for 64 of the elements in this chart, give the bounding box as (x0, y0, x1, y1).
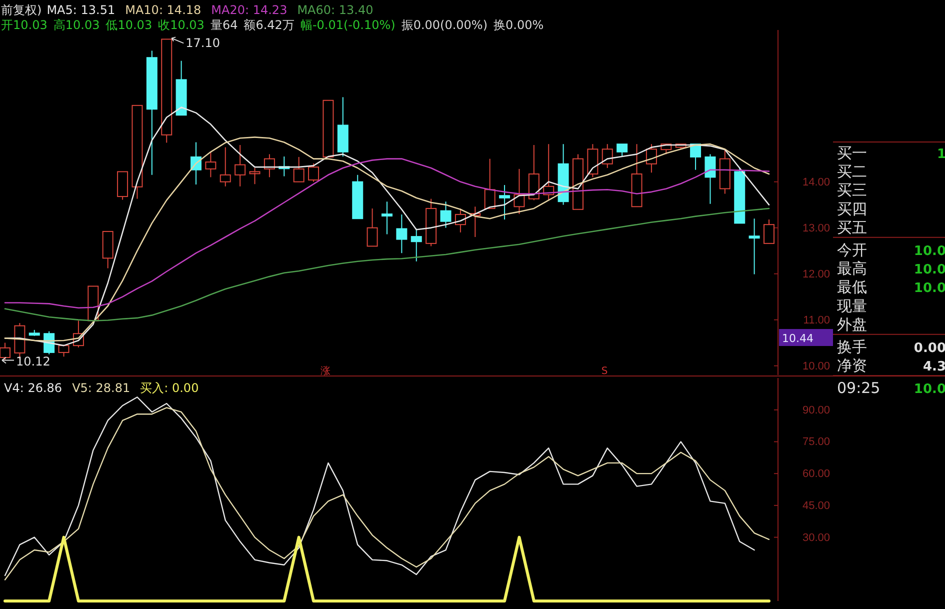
y-tick-label: 13.00 (802, 222, 830, 234)
y-tick-label: 90.00 (802, 404, 830, 416)
candlestick (558, 144, 569, 206)
category-label: 最高 (837, 260, 867, 278)
annotation: 收10.03 (158, 18, 204, 32)
category-label: 换手 (837, 338, 867, 356)
annotation: 额6.42万 (244, 18, 294, 32)
annotation: 高10.03 (53, 18, 100, 32)
candlestick (234, 144, 246, 187)
annotation: 10.12 (16, 354, 50, 368)
text: 4.3 (922, 360, 945, 375)
text: MA60: 13.40 (297, 3, 374, 17)
candlestick (704, 154, 716, 204)
category-label: 最低 (837, 278, 867, 296)
annotation: 低10.03 (106, 18, 152, 32)
y-tick-label: 14.00 (802, 176, 830, 188)
y-tick-label: 11.00 (803, 314, 830, 326)
text: V4: 26.86 (4, 381, 62, 395)
text: 10.44 (782, 332, 814, 345)
y-tick-label: 45.00 (802, 500, 830, 512)
annotation: S (601, 366, 608, 377)
annotation: 开10.03 (1, 18, 48, 32)
annotation: 17.10 (186, 36, 220, 50)
category-label: 买二 (837, 162, 867, 181)
candlestick (264, 154, 275, 178)
candlestick (382, 201, 392, 235)
candlestick (748, 218, 760, 275)
text: 0.00 (914, 341, 945, 356)
text: 10.0 (914, 382, 945, 398)
candlestick (499, 184, 510, 220)
category-label: 现量 (837, 296, 867, 315)
candlestick (470, 206, 481, 238)
text: 10.0 (914, 262, 945, 278)
annotation: 换0.00% (494, 18, 544, 32)
category-label: 买四 (837, 200, 867, 218)
y-tick-label: 30.00 (802, 532, 830, 544)
category-label: 09:25 (837, 379, 880, 398)
annotation: 幅-0.01(-0.10%) (300, 18, 396, 32)
candlestick (396, 214, 408, 254)
text: MA20: 14.23 (211, 3, 288, 17)
category-label: 外盘 (837, 315, 867, 334)
candlestick (205, 151, 216, 178)
category-label: 买三 (837, 181, 867, 200)
candlestick (146, 50, 158, 176)
y-tick-label: 75.00 (802, 436, 830, 448)
text: 10.0 (914, 281, 945, 296)
y-tick-label: 12.00 (802, 268, 830, 280)
annotation: 涨 (320, 365, 330, 377)
series-label: V5: 28.81 (72, 381, 130, 395)
category-label: 买五 (837, 218, 867, 236)
chart-title: 前复权) (1, 3, 42, 17)
text: MA10: 14.18 (125, 3, 202, 17)
category-label: 净资 (837, 356, 867, 375)
text: 10.0 (914, 244, 945, 259)
y-tick-label: 10.00 (802, 360, 830, 372)
line-series (4, 208, 770, 322)
text: MA5: 13.51 (46, 3, 116, 17)
text: 1 (936, 147, 945, 162)
category-label: 买一 (837, 144, 867, 162)
category-label: 今开 (837, 241, 867, 259)
annotation: 量64 (210, 18, 238, 32)
y-tick-label: 60.00 (802, 468, 830, 480)
text: 买入: 0.00 (140, 381, 199, 395)
annotation: 振0.00(0.00%) (401, 18, 488, 32)
